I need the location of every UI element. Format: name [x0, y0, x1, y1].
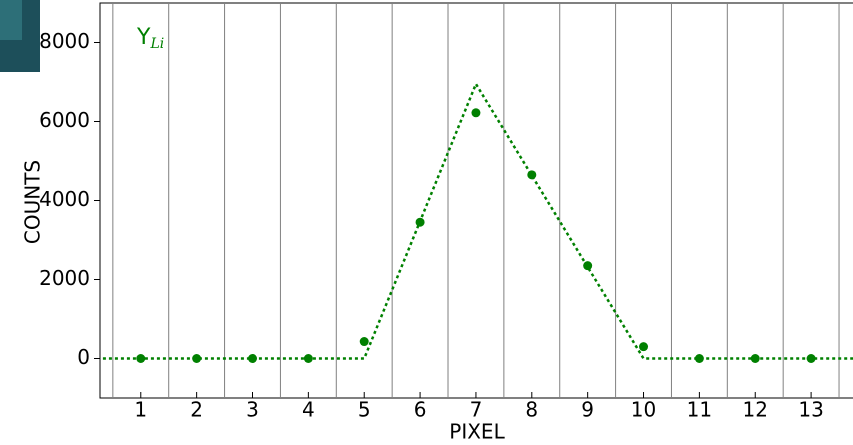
- x-tick-label: 5: [358, 398, 371, 422]
- y-tick-label: 0: [77, 345, 90, 369]
- x-tick-label: 10: [631, 398, 656, 422]
- data-point: [639, 342, 648, 351]
- x-axis-label: PIXEL: [449, 420, 505, 444]
- x-tick-label: 1: [134, 398, 147, 422]
- x-tick-label: 7: [470, 398, 483, 422]
- y-tick-label: 6000: [39, 108, 90, 132]
- x-tick-label: 2: [190, 398, 203, 422]
- background-image-fragment: [0, 0, 22, 40]
- plot-area: [100, 3, 853, 398]
- y-tick-label: 4000: [39, 187, 90, 211]
- x-tick-label: 6: [414, 398, 427, 422]
- page: {"chart_data": { "type": "scatter", "x_l…: [0, 0, 853, 445]
- data-point: [360, 337, 369, 346]
- x-tick-label: 13: [798, 398, 823, 422]
- annotation-subscript: Li: [149, 36, 164, 52]
- x-tick-label: 9: [581, 398, 594, 422]
- data-point: [471, 108, 480, 117]
- y-tick-label: 8000: [39, 29, 90, 53]
- chart: YLi PIXEL COUNTS 02000400060008000123456…: [0, 0, 853, 445]
- x-tick-label: 3: [246, 398, 259, 422]
- y-tick-label: 2000: [39, 266, 90, 290]
- x-tick-label: 8: [525, 398, 538, 422]
- x-tick-label: 11: [687, 398, 712, 422]
- x-tick-label: 4: [302, 398, 315, 422]
- x-tick-label: 12: [743, 398, 768, 422]
- annotation-text: Y: [136, 25, 151, 50]
